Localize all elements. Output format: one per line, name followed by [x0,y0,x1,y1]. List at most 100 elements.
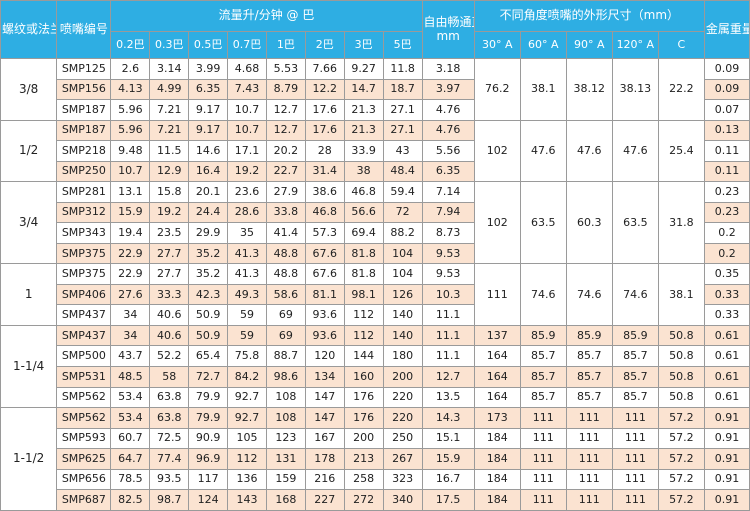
flow-cell: 69 [265,304,306,326]
flow-cell: 22.9 [110,263,151,285]
weight-cell: 0.11 [703,160,750,183]
table-row: 3/8 SMP125 2.6 3.14 3.99 4.68 5.53 7.66 9.27 11.8… [0,58,750,121]
flow-cell: 159 [265,468,306,491]
dimension-header: 90° A [565,31,613,59]
flow-cell: 4.68 [227,58,267,80]
flow-cell: 7.21 [149,99,190,121]
dimension-cell: 57.2 [657,468,705,491]
model-cell: SMP531 [56,365,112,388]
flow-cell: 136 [227,468,267,491]
flow-cell: 50.9 [188,324,229,347]
flow-cell: 15.9 [110,201,151,224]
model-cell: SMP250 [56,160,112,183]
flow-cell: 63.8 [149,386,190,409]
table-row: SMP687 82.5 98.7 124 143 168 227 272 340 17.5 184 1… [1,489,750,511]
flow-cell: 53.4 [110,386,151,409]
bore-cell: 3.18 [421,58,475,80]
flow-cell: 5.96 [110,119,151,142]
dimension-cell: 50.8 [657,345,705,367]
dimension-cell: 85.7 [519,345,567,367]
flow-cell: 93.6 [304,324,345,347]
flow-cell: 34 [110,324,151,347]
flow-cell: 35.2 [188,242,229,265]
dimension-cell: 111 [519,427,567,450]
weight-cell: 0.09 [703,78,750,101]
dims-header: 不同角度喷嘴的外形尺寸（mm） [473,0,705,32]
table-row: 1-1/4 SMP437 34 40.6 50.9 59 69 93.6 112 140 11.1 1… [0,324,750,409]
dimension-cell: 102 [473,119,521,183]
flow-cell: 90.9 [188,427,229,450]
flow-cell: 50.9 [188,304,229,326]
flow-cell: 69 [265,324,306,347]
flow-cell: 27.7 [149,263,190,285]
flow-cell: 41.3 [227,242,267,265]
flow-cell: 17.6 [304,99,345,121]
model-cell: SMP687 [56,489,112,511]
flow-cell: 88.2 [382,222,423,244]
flow-cell: 27.9 [265,181,306,203]
flow-cell: 178 [304,448,345,470]
dimension-cell: 63.5 [519,181,567,265]
flow-cell: 123 [265,427,306,450]
weight-cell: 0.13 [703,119,750,142]
flow-cell: 40.6 [149,304,190,326]
table-row: SMP312 15.9 19.2 24.4 28.6 33.8 46.8 56.6 72 7.94… [1,201,750,224]
weight-cell: 0.61 [703,345,750,367]
dimension-cell: 111 [611,489,659,511]
flow-cell: 21.3 [343,119,384,142]
model-cell: SMP406 [56,283,112,306]
weight-cell: 0.61 [703,324,750,347]
dimension-cell: 57.2 [657,407,705,429]
flow-cell: 38 [343,160,384,183]
model-cell: SMP187 [56,119,112,142]
dimension-cell: 50.8 [657,324,705,347]
flow-cell: 48.5 [110,365,151,388]
flow-cell: 5.53 [265,58,306,80]
dimension-cell: 184 [473,448,521,470]
bore-cell: 16.7 [421,468,475,491]
flow-cell: 108 [265,407,306,429]
bore-cell: 4.76 [421,119,475,142]
dimension-cell: 85.7 [611,386,659,409]
flow-cell: 34 [110,304,151,326]
flow-cell: 27.1 [382,99,423,121]
flow-cell: 10.7 [227,119,267,142]
flow-cell: 13.1 [110,181,151,203]
pressure-header: 0.7巴 [227,31,267,59]
weight-header: 金属重量(Kg) [703,0,750,59]
model-cell: SMP375 [56,263,112,285]
flow-cell: 14.6 [188,140,229,162]
flow-cell: 176 [343,407,384,429]
bore-cell: 9.53 [421,242,475,265]
flow-cell: 69.4 [343,222,384,244]
weight-cell: 0.61 [703,365,750,388]
flow-cell: 67.6 [304,242,345,265]
flow-cell: 180 [382,345,423,367]
dimension-cell: 57.2 [657,427,705,450]
flow-cell: 200 [382,365,423,388]
dimension-cell: 111 [565,468,613,491]
flow-cell: 17.6 [304,119,345,142]
dimension-cell: 85.9 [611,324,659,347]
bore-cell: 7.14 [421,181,475,203]
dimension-cell: 111 [565,427,613,450]
table-row: SMP343 19.4 23.5 29.9 35 41.4 57.3 69.4 88.2 8.73… [1,222,750,244]
pressure-header: 0.3巴 [149,31,190,59]
dimension-cell: 25.4 [657,119,705,183]
size-cell: 1-1/4 [0,324,58,409]
dimension-cell: 85.9 [565,324,613,347]
dimension-cell: 38.1 [519,58,567,121]
flow-cell: 48.8 [265,242,306,265]
flow-cell: 48.4 [382,160,423,183]
flow-cell: 59 [227,304,267,326]
flow-cell: 65.4 [188,345,229,367]
flow-cell: 12.2 [304,78,345,101]
dimension-cell: 111 [473,263,521,326]
table-row: SMP375 22.9 27.7 35.2 41.3 48.8 67.6 81.8 104 9.5… [1,242,750,265]
flow-cell: 147 [304,407,345,429]
table-row: SMP562 53.4 63.8 79.9 92.7 108 147 176 220 13.5 16… [1,386,750,409]
dimension-cell: 57.2 [657,489,705,511]
flow-cell: 52.2 [149,345,190,367]
flow-cell: 27.7 [149,242,190,265]
bore-cell: 12.7 [421,365,475,388]
